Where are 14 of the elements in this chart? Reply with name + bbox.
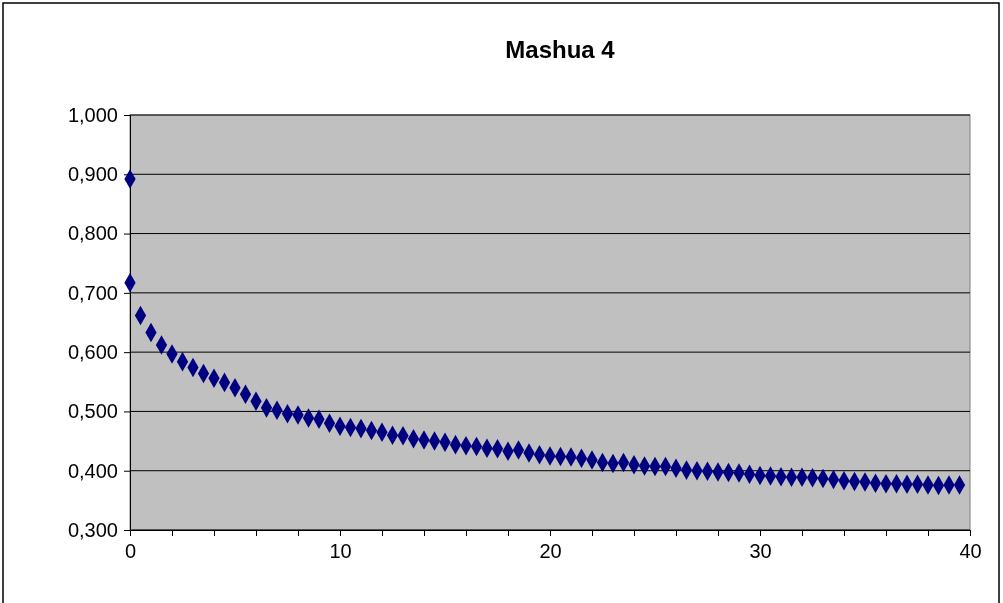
y-tick-label: 0,300 bbox=[67, 518, 118, 541]
x-tick-label: 40 bbox=[959, 540, 982, 563]
x-tick-label: 20 bbox=[539, 540, 562, 563]
chart-title: Mashua 4 bbox=[505, 36, 616, 63]
y-tick-label: 0,900 bbox=[67, 163, 118, 186]
y-tick-label: 1,000 bbox=[67, 103, 118, 126]
y-tick-label: 0,600 bbox=[67, 341, 118, 364]
y-tick-label: 0,500 bbox=[67, 400, 118, 423]
x-tick-label: 10 bbox=[329, 540, 352, 563]
y-tick-label: 0,700 bbox=[67, 281, 118, 304]
x-tick-label: 0 bbox=[124, 540, 137, 563]
y-tick-label: 0,400 bbox=[67, 459, 118, 482]
x-tick-label: 30 bbox=[749, 540, 772, 563]
y-tick-label: 0,800 bbox=[67, 222, 118, 245]
